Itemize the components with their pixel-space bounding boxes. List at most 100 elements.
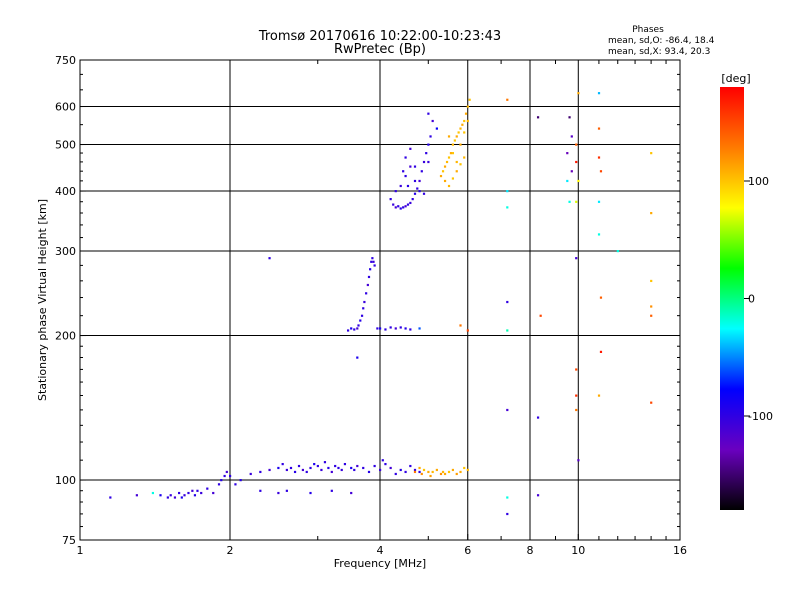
- data-point: [389, 198, 392, 201]
- data-point: [570, 170, 573, 173]
- data-point: [309, 466, 312, 470]
- data-point: [506, 512, 509, 516]
- data-point: [381, 459, 384, 462]
- data-point: [389, 466, 392, 470]
- series-e-layer-trace: [109, 459, 421, 499]
- data-point: [356, 464, 359, 468]
- data-point: [109, 496, 112, 499]
- data-point: [459, 470, 462, 474]
- data-point: [577, 459, 580, 462]
- data-point: [367, 470, 371, 474]
- data-point: [309, 491, 312, 495]
- data-point: [463, 466, 466, 470]
- data-point: [431, 119, 434, 123]
- data-point: [429, 135, 432, 138]
- data-point: [597, 200, 601, 203]
- data-point: [409, 328, 412, 331]
- data-point: [463, 131, 466, 134]
- data-point: [366, 283, 369, 287]
- data-point: [193, 494, 197, 497]
- data-point: [577, 92, 580, 95]
- data-point: [464, 112, 468, 115]
- phase-stats-heading: Phases: [632, 25, 664, 35]
- data-point: [404, 205, 407, 208]
- data-point: [413, 165, 417, 168]
- data-point: [445, 160, 449, 164]
- data-point: [371, 257, 374, 260]
- data-point: [422, 468, 426, 472]
- data-point: [259, 489, 262, 492]
- data-point: [443, 179, 447, 183]
- y-tick-label: 300: [55, 245, 76, 258]
- data-point: [409, 464, 412, 468]
- x-tick-label: 8: [527, 544, 534, 557]
- y-axis-ticks: 75 100 200 300 400 500 600 750: [55, 54, 680, 547]
- data-point: [427, 143, 430, 146]
- data-point: [183, 494, 186, 497]
- data-point: [356, 327, 359, 330]
- data-point: [575, 394, 578, 397]
- data-point: [320, 468, 323, 472]
- data-point: [597, 92, 601, 95]
- data-point: [365, 292, 368, 295]
- data-point: [217, 483, 221, 486]
- data-point: [536, 416, 540, 419]
- colorbar-ticks: 100 0 -100: [744, 175, 773, 423]
- data-point: [570, 135, 573, 138]
- data-point: [650, 305, 653, 308]
- y-tick-label: 75: [62, 534, 76, 547]
- data-point: [575, 408, 578, 412]
- data-point: [599, 170, 603, 173]
- data-point: [413, 470, 417, 474]
- data-point: [259, 470, 262, 474]
- data-point: [506, 98, 509, 101]
- data-point: [313, 462, 316, 466]
- data-point: [536, 494, 540, 497]
- data-point: [536, 116, 540, 119]
- data-point: [425, 152, 428, 155]
- data-point: [177, 491, 181, 495]
- data-point: [539, 314, 542, 317]
- data-point: [297, 464, 301, 468]
- data-point: [191, 489, 194, 492]
- phase-stats-o: mean, sd,O: -86.4, 18.4: [608, 36, 715, 46]
- data-point: [394, 327, 397, 330]
- data-point: [379, 468, 382, 472]
- data-point: [439, 174, 443, 178]
- data-point: [447, 135, 451, 138]
- x-tick-label: 4: [377, 544, 384, 557]
- data-point: [466, 119, 469, 123]
- data-point: [402, 170, 405, 173]
- data-point: [418, 466, 421, 470]
- data-point: [427, 112, 430, 115]
- data-point: [463, 119, 466, 123]
- y-tick-label: 600: [55, 101, 76, 114]
- data-point: [399, 326, 402, 329]
- data-point: [422, 160, 426, 164]
- data-point: [239, 479, 242, 482]
- data-point: [506, 300, 509, 304]
- data-point: [650, 152, 653, 155]
- data-point: [455, 160, 458, 164]
- data-point: [340, 468, 343, 472]
- data-point: [455, 170, 458, 173]
- data-point: [392, 203, 395, 206]
- data-point: [447, 184, 451, 188]
- data-point: [277, 466, 280, 470]
- data-point: [457, 131, 460, 134]
- data-point: [389, 326, 392, 329]
- data-point: [413, 468, 417, 472]
- data-point: [420, 472, 423, 476]
- data-point: [268, 257, 271, 260]
- data-point: [373, 464, 376, 468]
- data-point: [506, 190, 509, 193]
- data-point: [413, 192, 417, 195]
- y-axis-label: Stationary phase Virtual Height [km]: [36, 199, 49, 401]
- x-tick-label: 6: [464, 544, 471, 557]
- chart-title: Tromsø 20170616 10:22:00-10:23:43: [258, 29, 501, 44]
- data-point: [277, 491, 280, 495]
- data-point: [370, 260, 373, 263]
- data-point: [420, 170, 423, 173]
- series-scattered: [459, 92, 653, 516]
